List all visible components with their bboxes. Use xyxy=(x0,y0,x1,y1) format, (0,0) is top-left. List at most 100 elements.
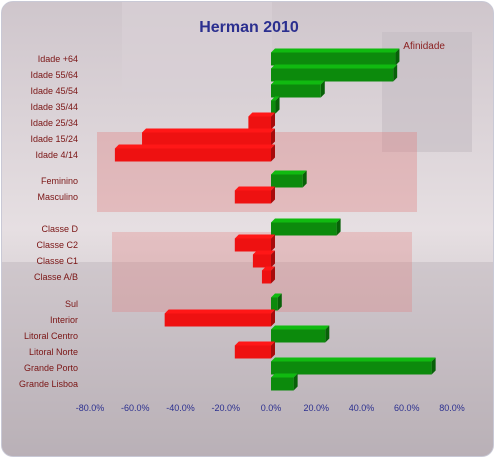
bar-front xyxy=(271,222,337,236)
bar-side-face xyxy=(431,357,436,375)
bar xyxy=(271,293,282,311)
bar xyxy=(261,266,275,284)
bar xyxy=(271,48,400,66)
category-label: Classe C1 xyxy=(36,256,78,266)
category-label: Sul xyxy=(65,299,78,309)
bar-side-face xyxy=(271,112,275,130)
bar-top-face xyxy=(271,48,400,53)
bar-top-face xyxy=(234,186,275,191)
bar-top-face xyxy=(234,341,275,346)
category-label: Masculino xyxy=(37,192,78,202)
bar-side-face xyxy=(393,64,398,82)
category-label: Idade 15/24 xyxy=(30,134,78,144)
bar-side-face xyxy=(302,170,307,188)
bar-side-face xyxy=(271,309,275,327)
x-tick-label: -20.0% xyxy=(211,403,240,413)
bar xyxy=(271,373,298,391)
category-label: Idade 45/54 xyxy=(30,86,78,96)
category-label: Idade 55/64 xyxy=(30,70,78,80)
bar-side-face xyxy=(271,186,275,204)
category-label: Classe C2 xyxy=(36,240,78,250)
x-tick-label: 40.0% xyxy=(349,403,375,413)
category-labels: Idade +64 Idade 55/64 Idade 45/54 Idade 35/… xyxy=(19,54,79,389)
bar-side-face xyxy=(320,80,325,98)
category-label: Interior xyxy=(50,315,78,325)
bar-front xyxy=(271,329,326,343)
bar-side-face xyxy=(271,144,275,162)
bar-front xyxy=(271,68,394,82)
bar-side-face xyxy=(271,250,275,268)
x-tick-label: -80.0% xyxy=(76,403,105,413)
bar xyxy=(142,128,275,146)
category-label: Idade 35/44 xyxy=(30,102,78,112)
bar-top-face xyxy=(248,112,275,117)
bar-side-face xyxy=(395,48,400,66)
bar xyxy=(271,80,325,98)
x-tick-label: 60.0% xyxy=(394,403,420,413)
category-label: Idade +64 xyxy=(38,54,78,64)
bar xyxy=(271,64,398,82)
bar xyxy=(248,112,275,130)
bar-side-face xyxy=(271,266,275,284)
chart-title: Herman 2010 xyxy=(199,19,299,36)
category-label: Classe D xyxy=(41,224,78,234)
category-label: Classe A/B xyxy=(34,272,78,282)
bars-layer xyxy=(114,48,436,391)
category-label: Litoral Norte xyxy=(29,347,78,357)
bar-top-face xyxy=(114,144,275,149)
series-label: Afinidade xyxy=(403,41,445,52)
bar-top-face xyxy=(164,309,275,314)
bar xyxy=(271,325,330,343)
bar-front xyxy=(164,313,271,327)
bar-top-face xyxy=(271,64,398,69)
x-tick-label: 0.0% xyxy=(261,403,282,413)
bar-front xyxy=(271,100,276,114)
bar-front xyxy=(234,190,271,204)
bar xyxy=(271,357,436,375)
bar-top-face xyxy=(252,250,275,255)
bar-side-face xyxy=(277,293,282,311)
bar-top-face xyxy=(261,266,275,271)
bar xyxy=(271,218,341,236)
bar-front xyxy=(271,297,278,311)
bar-top-face xyxy=(271,325,330,330)
bar-front xyxy=(271,84,321,98)
bar-side-face xyxy=(325,325,330,343)
x-tick-label: 80.0% xyxy=(439,403,465,413)
bar xyxy=(114,144,275,162)
bar-front xyxy=(248,116,271,130)
bar-top-face xyxy=(271,293,282,298)
category-label: Litoral Centro xyxy=(24,331,78,341)
bar-top-face xyxy=(234,234,275,239)
bar-top-face xyxy=(271,357,436,362)
bar xyxy=(234,186,275,204)
bar-front xyxy=(252,254,271,268)
bar xyxy=(234,234,275,252)
bar-front xyxy=(234,345,271,359)
bar xyxy=(271,96,280,114)
category-label: Idade 25/34 xyxy=(30,118,78,128)
bar-front xyxy=(234,238,271,252)
x-tick-label: -40.0% xyxy=(166,403,195,413)
bar-side-face xyxy=(293,373,298,391)
category-label: Grande Lisboa xyxy=(19,379,78,389)
bar-top-face xyxy=(142,128,275,133)
bar-top-face xyxy=(271,96,280,101)
bar-side-face xyxy=(271,341,275,359)
category-label: Feminino xyxy=(41,176,78,186)
bar-front xyxy=(142,132,271,146)
x-axis-tick-labels: -80.0% -60.0% -40.0% -20.0% 0.0% 20.0% 40.0% 60… xyxy=(76,403,465,413)
bar-front xyxy=(271,174,303,188)
bar xyxy=(234,341,275,359)
bar-front xyxy=(271,377,294,391)
bar-top-face xyxy=(271,373,298,378)
bar-front xyxy=(261,270,271,284)
bar-front xyxy=(114,148,271,162)
bar-top-face xyxy=(271,170,307,175)
bar xyxy=(164,309,275,327)
bar-front xyxy=(271,52,396,66)
bar-side-face xyxy=(275,96,280,114)
bar-side-face xyxy=(271,234,275,252)
